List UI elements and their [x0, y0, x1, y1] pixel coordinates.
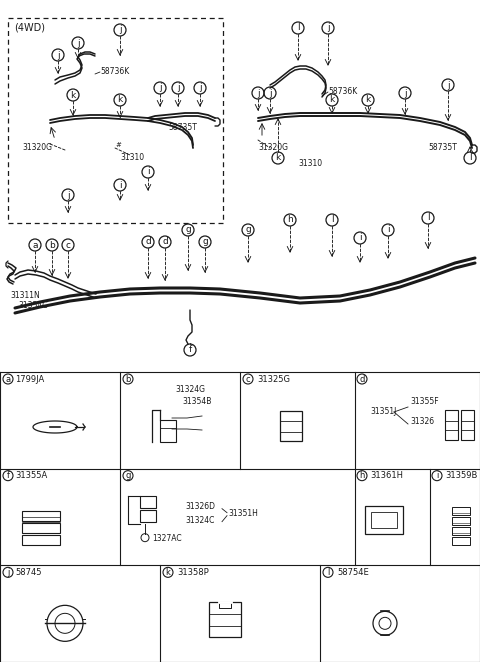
- Text: k: k: [166, 568, 170, 577]
- Text: j: j: [159, 83, 161, 93]
- Text: 31325G: 31325G: [257, 375, 290, 383]
- Text: k: k: [276, 154, 281, 162]
- Text: 31320G: 31320G: [258, 144, 288, 152]
- Text: c: c: [65, 240, 71, 250]
- Text: 31354C: 31354C: [18, 301, 48, 310]
- Text: 31326: 31326: [410, 418, 434, 426]
- Text: 1799JA: 1799JA: [15, 375, 44, 383]
- Text: i: i: [359, 234, 361, 242]
- Text: 31324G: 31324G: [175, 385, 205, 395]
- Text: j: j: [67, 191, 69, 199]
- Text: 31311N: 31311N: [10, 291, 40, 299]
- Text: 31310: 31310: [298, 158, 322, 167]
- Text: k: k: [71, 91, 76, 99]
- Text: a: a: [5, 375, 11, 383]
- Text: i: i: [147, 167, 149, 177]
- Text: 31361H: 31361H: [370, 471, 403, 480]
- Text: l: l: [468, 154, 471, 162]
- Text: b: b: [125, 375, 131, 383]
- Text: g: g: [245, 226, 251, 234]
- Text: j: j: [57, 50, 60, 60]
- Text: j: j: [257, 89, 259, 97]
- Text: (4WD): (4WD): [14, 22, 45, 32]
- Text: 31355A: 31355A: [15, 471, 47, 480]
- Text: j: j: [177, 83, 180, 93]
- Text: k: k: [329, 95, 335, 105]
- Text: l: l: [331, 216, 333, 224]
- Text: 31351J: 31351J: [370, 408, 396, 416]
- Text: 58736K: 58736K: [100, 68, 129, 77]
- Text: c: c: [246, 375, 250, 383]
- Text: k: k: [118, 95, 122, 105]
- Text: b: b: [49, 240, 55, 250]
- Text: j: j: [7, 568, 9, 577]
- Text: i: i: [436, 471, 438, 480]
- Text: i: i: [119, 181, 121, 189]
- Text: 58745: 58745: [15, 568, 41, 577]
- Text: d: d: [162, 238, 168, 246]
- Text: f: f: [188, 346, 192, 354]
- Text: g: g: [185, 226, 191, 234]
- Text: 58736K: 58736K: [328, 87, 357, 97]
- Text: 31351H: 31351H: [228, 509, 258, 518]
- Text: 58735T: 58735T: [428, 144, 457, 152]
- Text: 31320G: 31320G: [22, 144, 52, 152]
- Text: 31326D: 31326D: [185, 502, 215, 511]
- Text: d: d: [360, 375, 365, 383]
- Text: j: j: [119, 26, 121, 34]
- Text: 31358P: 31358P: [177, 568, 209, 577]
- Text: j: j: [269, 89, 271, 97]
- Text: j: j: [77, 38, 79, 48]
- Text: j: j: [404, 89, 406, 97]
- Text: 31359B: 31359B: [445, 471, 478, 480]
- Text: #: #: [115, 142, 121, 148]
- Text: j: j: [447, 81, 449, 89]
- Text: 58754E: 58754E: [337, 568, 369, 577]
- Text: l: l: [297, 23, 300, 32]
- Text: g: g: [125, 471, 131, 480]
- Bar: [8, 18, 223, 223]
- Text: j: j: [199, 83, 201, 93]
- Text: f: f: [7, 471, 10, 480]
- Text: 31354B: 31354B: [182, 397, 211, 406]
- Text: 58735T: 58735T: [168, 124, 197, 132]
- Text: 31355F: 31355F: [410, 397, 439, 406]
- Text: 1327AC: 1327AC: [152, 534, 181, 543]
- Text: a: a: [32, 240, 38, 250]
- Text: g: g: [202, 238, 208, 246]
- Text: l: l: [327, 568, 329, 577]
- Text: h: h: [360, 471, 365, 480]
- Text: 31310: 31310: [120, 154, 144, 162]
- Text: i: i: [387, 226, 389, 234]
- Text: h: h: [287, 216, 293, 224]
- Text: j: j: [327, 23, 329, 32]
- Text: d: d: [145, 238, 151, 246]
- Text: l: l: [427, 214, 429, 222]
- Text: k: k: [365, 95, 371, 105]
- Text: 31324C: 31324C: [185, 516, 215, 525]
